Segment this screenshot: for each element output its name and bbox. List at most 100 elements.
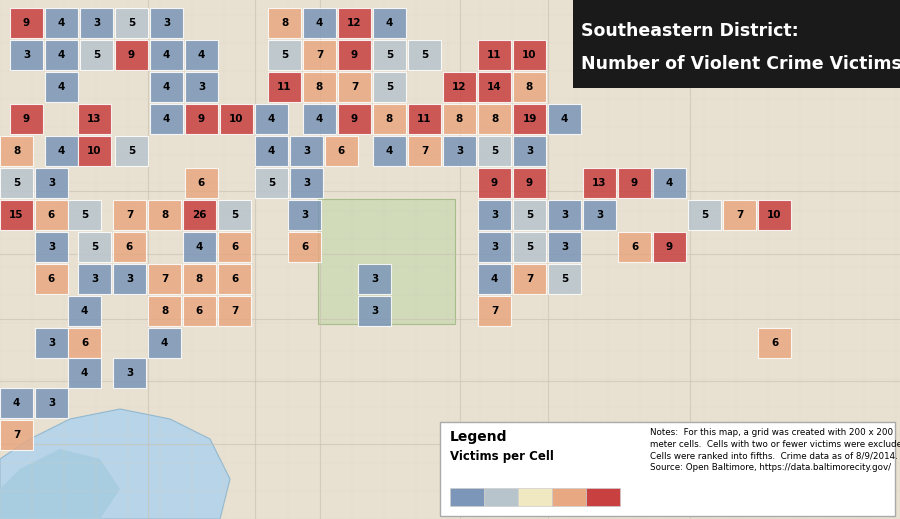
Text: 4: 4 bbox=[163, 82, 170, 92]
Text: Southeastern District:: Southeastern District: bbox=[581, 22, 799, 40]
Text: 3: 3 bbox=[303, 146, 310, 156]
Text: 4: 4 bbox=[58, 146, 65, 156]
Text: 4: 4 bbox=[81, 368, 88, 378]
Text: 3: 3 bbox=[48, 178, 55, 188]
Bar bbox=[303, 8, 336, 38]
Bar bbox=[653, 168, 686, 198]
Bar bbox=[288, 232, 321, 262]
Text: 4: 4 bbox=[316, 18, 323, 28]
Bar bbox=[218, 296, 251, 326]
Text: 4: 4 bbox=[161, 338, 168, 348]
Bar bbox=[115, 136, 148, 166]
Text: 3: 3 bbox=[526, 146, 533, 156]
Text: 3: 3 bbox=[371, 306, 378, 316]
Bar bbox=[373, 40, 406, 70]
Text: 6: 6 bbox=[196, 306, 203, 316]
Text: 4: 4 bbox=[268, 114, 275, 124]
Text: 4: 4 bbox=[81, 306, 88, 316]
Bar bbox=[115, 8, 148, 38]
Text: 9: 9 bbox=[526, 178, 533, 188]
Text: 9: 9 bbox=[666, 242, 673, 252]
Text: 7: 7 bbox=[13, 430, 20, 440]
Text: 5: 5 bbox=[526, 242, 533, 252]
Text: 15: 15 bbox=[9, 210, 23, 220]
Text: 9: 9 bbox=[351, 114, 358, 124]
Bar bbox=[513, 168, 546, 198]
Text: 5: 5 bbox=[91, 242, 98, 252]
Text: 4: 4 bbox=[386, 146, 393, 156]
Text: 13: 13 bbox=[592, 178, 607, 188]
Text: 3: 3 bbox=[301, 210, 308, 220]
Text: 13: 13 bbox=[87, 114, 102, 124]
Bar bbox=[45, 72, 78, 102]
Text: 6: 6 bbox=[198, 178, 205, 188]
Text: 4: 4 bbox=[666, 178, 673, 188]
Text: 5: 5 bbox=[128, 146, 135, 156]
Text: 4: 4 bbox=[491, 274, 499, 284]
Text: 3: 3 bbox=[371, 274, 378, 284]
Bar bbox=[408, 136, 441, 166]
Text: 6: 6 bbox=[231, 242, 239, 252]
Bar bbox=[0, 420, 33, 450]
Polygon shape bbox=[0, 449, 120, 519]
Text: 7: 7 bbox=[351, 82, 358, 92]
Text: 3: 3 bbox=[93, 18, 100, 28]
Bar bbox=[148, 296, 181, 326]
Bar bbox=[218, 232, 251, 262]
Bar bbox=[484, 488, 518, 506]
Text: 3: 3 bbox=[561, 210, 568, 220]
Bar bbox=[45, 8, 78, 38]
Text: 4: 4 bbox=[561, 114, 568, 124]
Bar bbox=[443, 104, 476, 134]
Text: 8: 8 bbox=[281, 18, 288, 28]
Text: 7: 7 bbox=[736, 210, 743, 220]
Bar bbox=[45, 40, 78, 70]
Bar bbox=[373, 104, 406, 134]
Bar bbox=[586, 488, 620, 506]
Text: 9: 9 bbox=[351, 50, 358, 60]
Text: 5: 5 bbox=[268, 178, 275, 188]
Text: 9: 9 bbox=[631, 178, 638, 188]
Bar bbox=[78, 104, 111, 134]
Bar bbox=[150, 8, 183, 38]
Bar bbox=[268, 72, 301, 102]
Bar bbox=[338, 104, 371, 134]
Text: 7: 7 bbox=[421, 146, 428, 156]
Text: 5: 5 bbox=[526, 210, 533, 220]
Bar bbox=[255, 136, 288, 166]
Bar bbox=[478, 136, 511, 166]
Text: 3: 3 bbox=[48, 338, 55, 348]
Text: 9: 9 bbox=[22, 114, 30, 124]
Bar bbox=[288, 200, 321, 230]
Bar bbox=[478, 200, 511, 230]
Text: 3: 3 bbox=[126, 274, 133, 284]
Text: 4: 4 bbox=[316, 114, 323, 124]
Text: 6: 6 bbox=[631, 242, 638, 252]
Bar bbox=[443, 72, 476, 102]
Bar bbox=[513, 136, 546, 166]
Bar bbox=[478, 264, 511, 294]
Text: 4: 4 bbox=[58, 82, 65, 92]
Text: 3: 3 bbox=[22, 50, 30, 60]
Text: 7: 7 bbox=[491, 306, 499, 316]
Bar bbox=[583, 168, 616, 198]
Bar bbox=[68, 200, 101, 230]
Bar bbox=[440, 422, 895, 516]
Text: 11: 11 bbox=[487, 50, 502, 60]
Bar bbox=[548, 264, 581, 294]
Bar bbox=[303, 104, 336, 134]
Text: 5: 5 bbox=[128, 18, 135, 28]
Text: 3: 3 bbox=[48, 398, 55, 408]
Text: 6: 6 bbox=[636, 434, 644, 444]
Text: 11: 11 bbox=[277, 82, 292, 92]
Bar bbox=[68, 296, 101, 326]
Bar bbox=[338, 8, 371, 38]
Text: 11: 11 bbox=[418, 114, 432, 124]
Bar bbox=[148, 200, 181, 230]
Bar bbox=[150, 72, 183, 102]
Bar bbox=[78, 264, 111, 294]
Text: 6: 6 bbox=[48, 274, 55, 284]
Text: 6: 6 bbox=[126, 242, 133, 252]
Bar bbox=[338, 72, 371, 102]
Bar bbox=[623, 424, 656, 454]
